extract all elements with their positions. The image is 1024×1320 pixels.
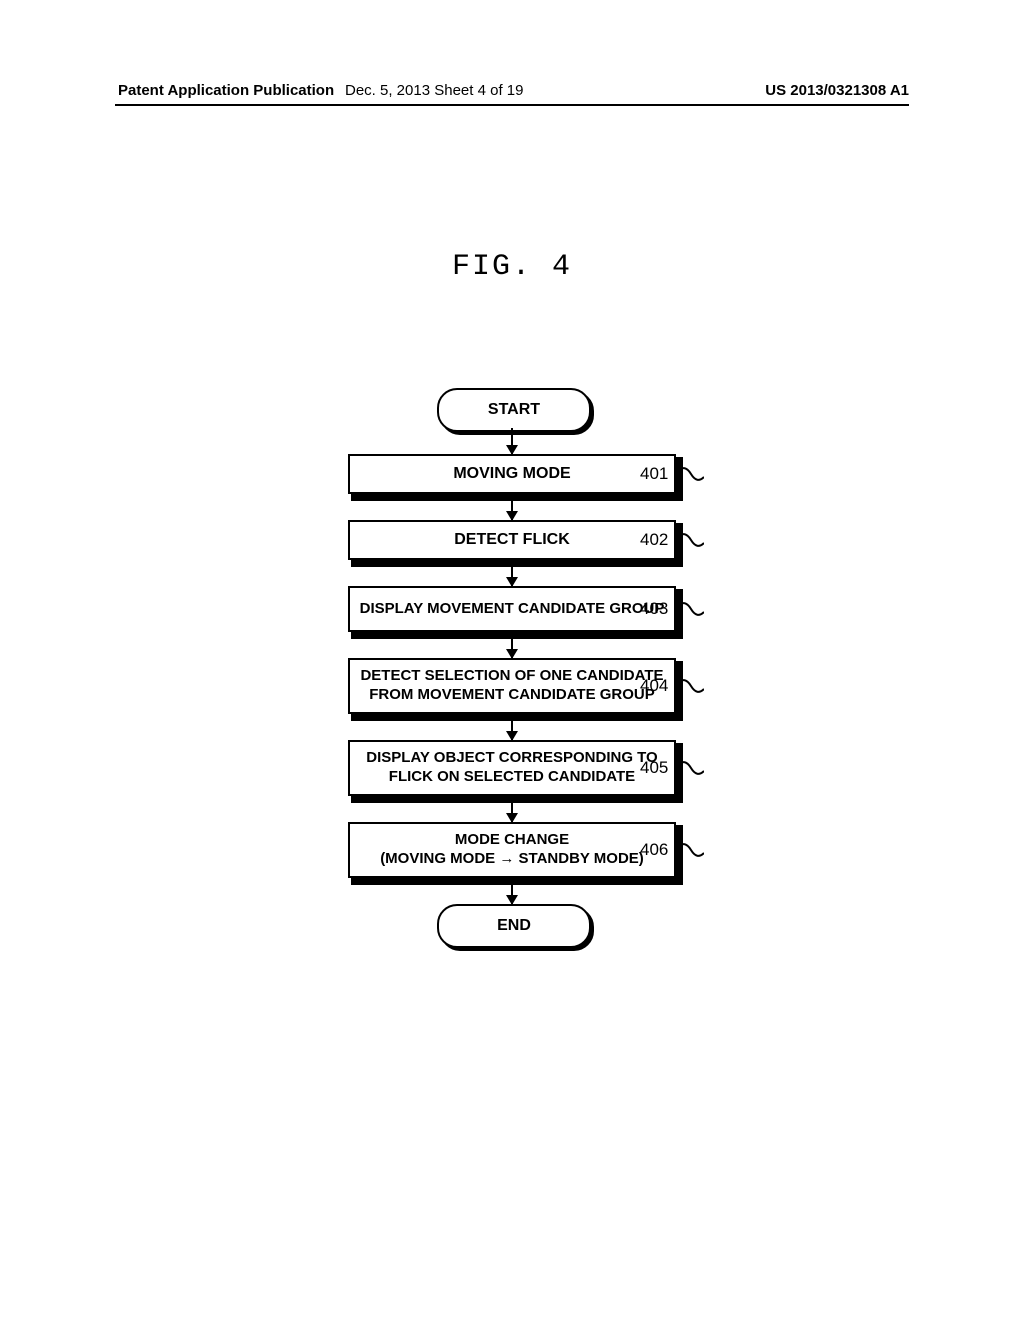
process-406: MODE CHANGE(MOVING MODE → STANDBY MODE) [348,822,676,878]
node-label: DETECT FLICK [348,520,676,560]
figure-title: FIG. 4 [0,250,1024,284]
header-right: US 2013/0321308 A1 [765,82,909,99]
flow-arrow [511,560,513,586]
ref-connector [678,533,704,547]
ref-connector [678,679,704,693]
process-401: MOVING MODE [348,454,676,494]
node-label: MOVING MODE [348,454,676,494]
ref-number-405: 405 [640,758,668,778]
flow-arrow [511,632,513,658]
process-402: DETECT FLICK [348,520,676,560]
ref-number-406: 406 [640,840,668,860]
ref-number-402: 402 [640,530,668,550]
ref-connector [678,843,704,857]
flow-arrow [511,796,513,822]
process-403: DISPLAY MOVEMENT CANDIDATE GROUP [348,586,676,632]
ref-number-404: 404 [640,676,668,696]
process-405: DISPLAY OBJECT CORRESPONDING TOFLICK ON … [348,740,676,796]
flow-arrow [511,714,513,740]
node-label: DISPLAY OBJECT CORRESPONDING TOFLICK ON … [348,740,676,796]
ref-connector [678,467,704,481]
node-label: END [437,904,591,948]
header-rule [115,104,909,106]
start-terminal: START [437,388,587,428]
node-label: MODE CHANGE(MOVING MODE → STANDBY MODE) [348,822,676,878]
process-404: DETECT SELECTION OF ONE CANDIDATEFROM MO… [348,658,676,714]
page-header: Patent Application Publication Dec. 5, 2… [0,82,1024,106]
node-label: START [437,388,591,432]
flow-arrow [511,878,513,904]
end-terminal: END [437,904,587,944]
ref-number-403: 403 [640,599,668,619]
flow-arrow [511,494,513,520]
ref-connector [678,602,704,616]
ref-number-401: 401 [640,464,668,484]
header-left: Patent Application Publication [118,82,334,99]
header-center: Dec. 5, 2013 Sheet 4 of 19 [345,82,523,99]
flow-arrow [511,428,513,454]
node-label: DISPLAY MOVEMENT CANDIDATE GROUP [348,586,676,632]
node-label: DETECT SELECTION OF ONE CANDIDATEFROM MO… [348,658,676,714]
page: Patent Application Publication Dec. 5, 2… [0,0,1024,1320]
ref-connector [678,761,704,775]
flowchart: START MOVING MODE401 DETECT FLICK402 DISPLA… [0,388,1024,944]
